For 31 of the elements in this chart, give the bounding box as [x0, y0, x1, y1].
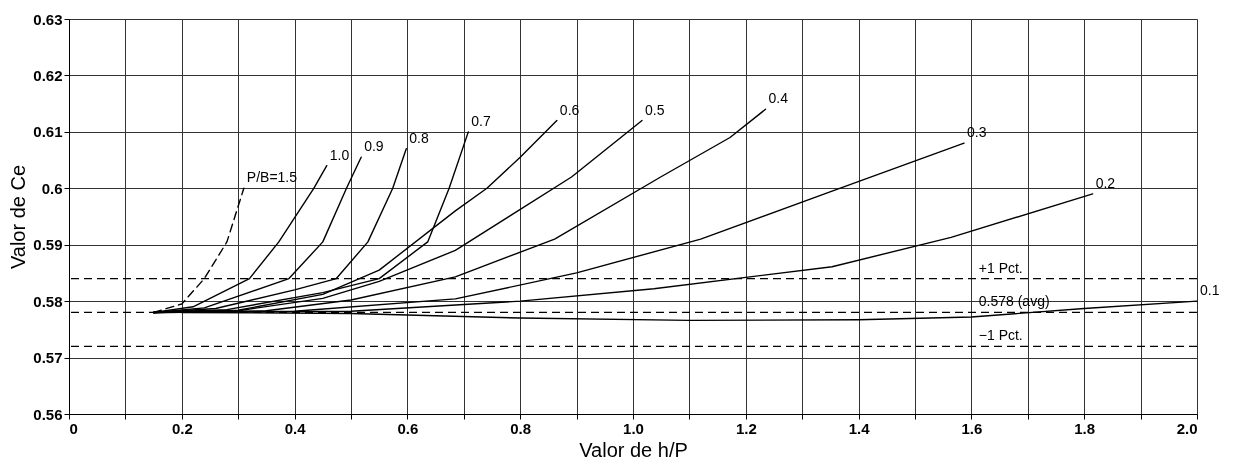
- y-tick-label: 0.63: [33, 10, 63, 28]
- series-label: 0.9: [364, 138, 384, 155]
- ref-line-label: −1 Pct.: [978, 327, 1023, 344]
- series-label: 0.2: [1095, 174, 1116, 191]
- series-label: 0.1: [1200, 282, 1220, 299]
- y-tick-label: 0.59: [33, 236, 63, 254]
- y-tick-label: 0.6: [41, 179, 63, 197]
- x-tick-label: 0.2: [171, 419, 193, 437]
- x-tick-label: 1.2: [735, 419, 757, 437]
- x-tick-label: 1.0: [623, 419, 644, 437]
- x-tick-label: 1.8: [1074, 419, 1096, 437]
- series-label: 0.8: [409, 129, 429, 146]
- ref-line-label: +1 Pct.: [978, 259, 1023, 276]
- y-tick-label: 0.58: [33, 292, 63, 310]
- y-tick-label: 0.62: [33, 66, 63, 84]
- x-tick-label: 0: [69, 419, 78, 437]
- x-tick-label: 0.4: [284, 419, 307, 437]
- x-tick-label: 1.6: [961, 419, 983, 437]
- x-tick-label: 1.4: [848, 419, 871, 437]
- x-axis-title: Valor de h/P: [579, 438, 688, 461]
- y-tick-label: 0.56: [33, 405, 63, 423]
- series-label: 0.4: [768, 90, 789, 107]
- x-tick-label: 0.6: [397, 419, 419, 437]
- y-tick-label: 0.61: [33, 123, 63, 141]
- x-tick-label: 2.0: [1176, 419, 1198, 437]
- series-label: 0.7: [471, 112, 491, 129]
- y-tick-label: 0.57: [33, 349, 63, 367]
- series-label: 0.5: [645, 101, 665, 118]
- x-tick-label: 0.8: [510, 419, 532, 437]
- y-axis-title: Valor de Ce: [7, 164, 30, 270]
- series-label: 1.0: [329, 146, 350, 163]
